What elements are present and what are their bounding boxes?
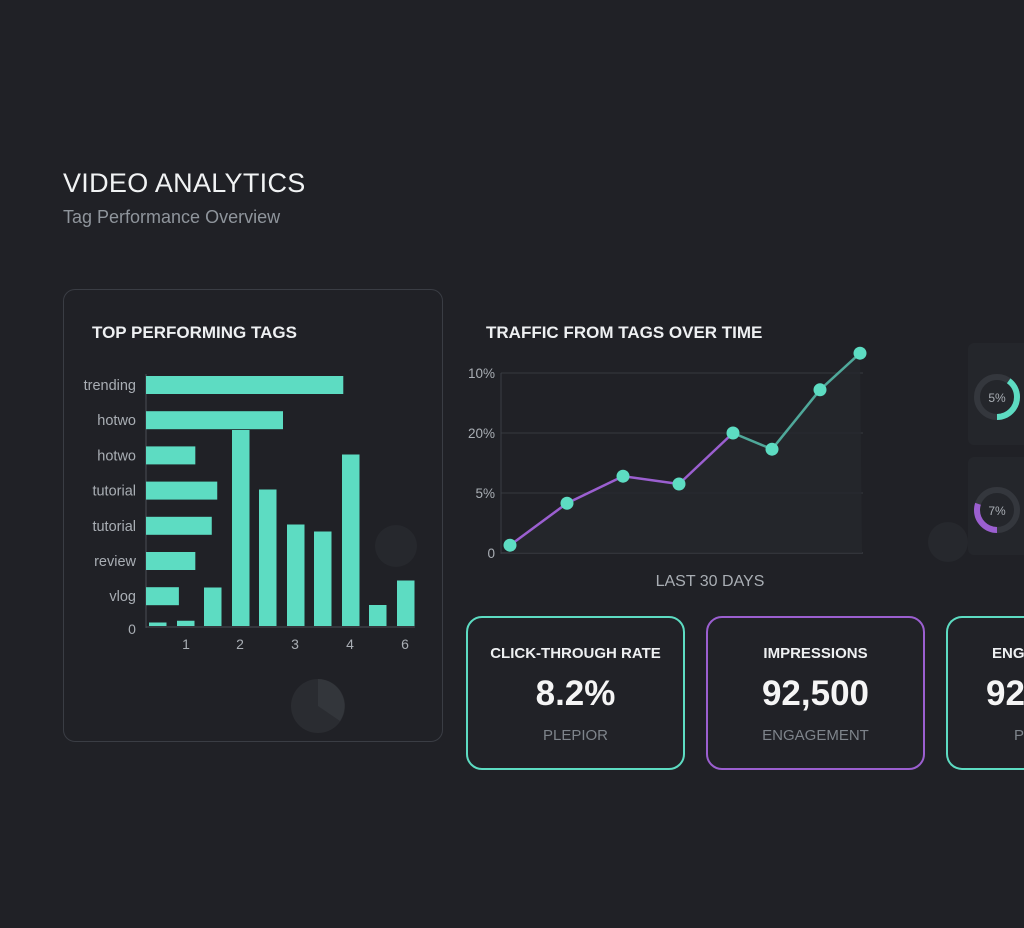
hbar [146, 552, 196, 570]
donut-arc [974, 374, 1020, 420]
y-tick-label: 5% [475, 486, 495, 501]
hbar [146, 376, 344, 394]
kpi-value: 92,500 [761, 674, 870, 713]
data-point[interactable] [726, 426, 740, 440]
x-tick-label: 6 [401, 636, 409, 652]
vbar [177, 620, 195, 626]
line-segment [678, 432, 734, 485]
data-point[interactable] [560, 496, 574, 510]
x-tick-label: 3 [291, 636, 299, 652]
top-tags-title: TOP PERFORMING TAGS [92, 323, 297, 342]
kpi-value: 8.2% [535, 674, 616, 713]
vbar [204, 587, 222, 626]
vbar [314, 531, 332, 626]
vbar [397, 580, 415, 626]
x-tick-label: 1 [182, 636, 190, 652]
vbar [232, 430, 250, 626]
line-area [510, 353, 862, 553]
line-segment [566, 475, 624, 505]
kpi-value: 92 [986, 674, 1024, 713]
page-subtitle: Tag Performance Overview [63, 207, 281, 227]
kpi-sub: ENGAGEMENT [762, 727, 869, 744]
vbar [259, 489, 277, 626]
x-tick-label: 4 [346, 636, 354, 652]
data-point[interactable] [765, 442, 779, 456]
page-title: VIDEO ANALYTICS [63, 168, 306, 198]
data-point[interactable] [853, 346, 867, 360]
data-point[interactable] [672, 477, 686, 491]
kpi-card-ctr[interactable]: CLICK-THROUGH RATE 8.2% PLEPIOR [466, 616, 685, 770]
line-segment [509, 502, 568, 547]
data-point[interactable] [503, 538, 517, 552]
line-segment [622, 474, 680, 486]
kpi-label: CLICK-THROUGH RATE [490, 645, 661, 662]
line-segment [771, 389, 821, 450]
y-tick-label: 0 [128, 621, 136, 637]
donut-label: 5% [988, 391, 1006, 405]
vbar [287, 524, 305, 626]
traffic-title: TRAFFIC FROM TAGS OVER TIME [486, 323, 763, 342]
vbar [369, 605, 387, 626]
category-label: review [94, 554, 136, 570]
y-tick-label: 0 [487, 546, 495, 561]
kpi-label: ENG [992, 645, 1024, 662]
hbar [146, 411, 283, 430]
data-point[interactable] [813, 383, 827, 397]
donut-label: 7% [988, 504, 1006, 518]
category-label: tutorial [92, 484, 136, 500]
kpi-card-impressions[interactable]: IMPRESSIONS 92,500 ENGAGEMENT [706, 616, 925, 770]
category-label: hotwo [97, 448, 136, 464]
line-segment [732, 431, 773, 451]
decorative-pie-slice [318, 679, 345, 721]
y-tick-label: 10% [468, 366, 495, 381]
hbar [146, 446, 196, 465]
vbar [149, 622, 167, 626]
hbar [146, 481, 218, 500]
data-point[interactable] [616, 469, 630, 483]
category-label: vlog [109, 589, 136, 605]
x-axis-label: LAST 30 DAYS [656, 573, 765, 590]
decorative-circle [375, 525, 417, 567]
top-tags-card [63, 289, 443, 742]
category-label: hotwo [97, 413, 136, 429]
hbar [146, 516, 212, 535]
kpi-label: IMPRESSIONS [763, 645, 868, 662]
vbar [342, 454, 360, 626]
hbar [146, 587, 179, 606]
kpi-card-engagement[interactable]: ENG 92 P [946, 616, 1024, 770]
category-label: trending [84, 378, 136, 394]
donut-arc [974, 487, 1020, 533]
kpi-sub: PLEPIOR [542, 727, 609, 744]
kpi-sub: P [1014, 727, 1024, 744]
y-tick-label: 20% [468, 426, 495, 441]
x-tick-label: 2 [236, 636, 244, 652]
line-segment [819, 352, 861, 391]
decorative-circle [928, 522, 968, 562]
category-label: tutorial [92, 519, 136, 535]
